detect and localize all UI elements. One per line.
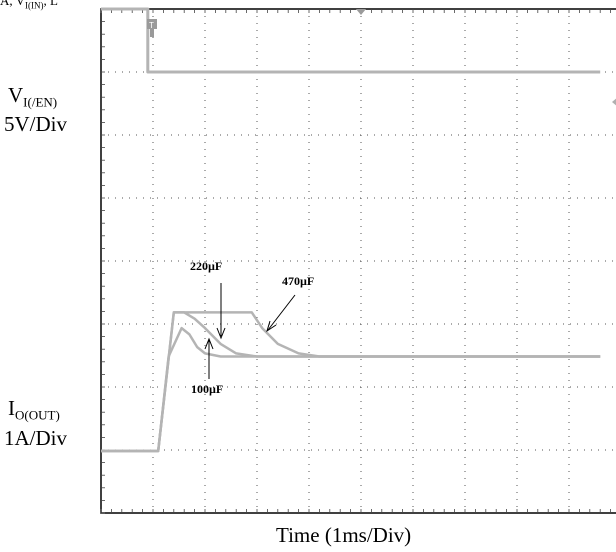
arrowhead-100uf xyxy=(204,337,214,350)
channel1-scale: 5V/Div xyxy=(4,112,67,136)
trace-100-f xyxy=(101,326,601,453)
channel1-symbol: V xyxy=(8,83,24,107)
trace-v-i-en- xyxy=(101,7,601,74)
header-part: A xyxy=(0,0,10,8)
annotation-220uf: 220µF xyxy=(190,259,223,273)
arrow-470uf xyxy=(267,294,296,331)
traces xyxy=(101,7,601,453)
clipped-header-text: A, VI(IN), L xyxy=(0,0,58,11)
x-axis-label: Time (1ms/Div) xyxy=(276,523,412,547)
channel1-subscript: I(/EN) xyxy=(23,94,58,110)
header-part: , V xyxy=(9,0,26,8)
annotation-470uf: 470µF xyxy=(282,274,315,288)
level-marker-icon xyxy=(612,98,616,106)
channel2-scale: 1A/Div xyxy=(4,426,67,450)
arrowhead-470uf xyxy=(266,320,277,333)
header-part: I(IN) xyxy=(25,0,44,11)
channel2-symbol: I xyxy=(8,396,15,420)
svg-text:T: T xyxy=(149,21,154,30)
header-part: L xyxy=(50,0,58,8)
channel1-label: VI(/EN) xyxy=(8,83,57,115)
channel2-subscript: O(OUT) xyxy=(15,407,60,423)
annotation-100uf: 100µF xyxy=(191,382,224,396)
channel2-label: IO(OUT) xyxy=(8,396,60,428)
trigger-marker-icon xyxy=(356,9,366,15)
arrowhead-220uf xyxy=(216,327,226,340)
channel-marker-icon: T xyxy=(147,19,157,37)
header-part: , xyxy=(43,0,51,8)
